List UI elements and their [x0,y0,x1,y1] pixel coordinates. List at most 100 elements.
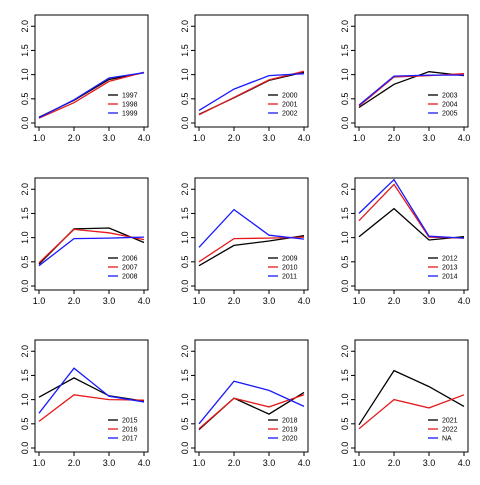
series-line [38,367,145,414]
y-tick-label: 0.5 [180,256,190,269]
y-tick-label: 0.0 [340,442,350,455]
series-line [38,71,145,119]
x-tick-label: 4.0 [298,458,311,468]
legend-label: 2018 [282,418,298,425]
y-tick-label: 2.0 [20,183,30,196]
legend-label: 2000 [282,93,298,100]
y-tick-label: 0.0 [180,280,190,293]
legend-label: 2002 [282,111,298,118]
y-tick-label: 2.0 [340,345,350,358]
series-line [358,183,465,239]
legend-label: 2009 [282,256,298,263]
series-line [198,73,305,111]
x-tick-label: 1.0 [33,458,46,468]
series-line [198,208,305,248]
x-tick-label: 4.0 [458,296,471,306]
legend-label: 2003 [442,93,458,100]
legend-label: 2013 [442,265,458,272]
x-tick-label: 2.0 [388,458,401,468]
y-tick-label: 1.5 [180,369,190,382]
y-tick-label: 0.5 [20,256,30,269]
y-tick-label: 1.0 [340,393,350,406]
y-tick-label: 2.0 [20,345,30,358]
panel-frame [34,339,149,453]
y-tick-label: 0.5 [180,93,190,106]
series-line [358,74,464,106]
series-line [358,178,465,239]
x-tick-label: 4.0 [458,458,471,468]
y-tick-label: 0.0 [20,280,30,293]
y-tick-label: 0.0 [180,442,190,455]
y-tick-label: 2.0 [340,183,350,196]
x-tick-label: 2.0 [388,296,401,306]
x-tick-label: 3.0 [263,458,276,468]
x-tick-label: 1.0 [193,133,206,143]
legend-label: 2014 [442,274,458,281]
panel-frame [354,177,469,291]
panel-frame [354,339,469,453]
panel-frame [194,14,309,128]
legend-label: 2017 [122,436,138,443]
legend-label: 2001 [282,102,298,109]
series-line [198,394,305,430]
legend-label: 2004 [442,102,458,109]
y-tick-label: 0.0 [180,117,190,130]
legend-label: 2019 [282,427,298,434]
y-tick-label: 1.0 [340,231,350,244]
y-tick-label: 1.0 [20,231,30,244]
legend-label: 2011 [282,274,297,281]
y-tick-label: 0.5 [340,93,350,106]
x-tick-label: 2.0 [228,296,241,306]
x-tick-label: 2.0 [68,133,81,143]
x-tick-label: 2.0 [68,296,81,306]
series-line [198,70,305,116]
x-tick-label: 3.0 [103,133,116,143]
y-tick-label: 0.0 [340,117,350,130]
panel-frame [354,14,469,128]
legend-label: 2016 [122,427,138,434]
series-line [38,228,145,264]
y-tick-label: 2.0 [180,183,190,196]
x-tick-label: 1.0 [353,133,366,143]
x-tick-label: 4.0 [298,296,311,306]
x-tick-label: 4.0 [298,133,311,143]
y-tick-label: 0.5 [340,418,350,431]
legend-label: 2020 [282,436,298,443]
series-line [358,71,465,109]
x-tick-label: 3.0 [103,458,116,468]
legend-label: 1998 [122,102,138,109]
x-tick-label: 2.0 [228,133,241,143]
x-tick-label: 4.0 [138,458,151,468]
y-tick-label: 0.5 [20,93,30,106]
x-tick-label: 4.0 [458,133,471,143]
x-tick-label: 1.0 [353,296,366,306]
x-tick-label: 1.0 [33,133,46,143]
panel-frame [34,177,149,291]
series-line [198,380,305,425]
y-tick-label: 0.5 [340,256,350,269]
y-tick-label: 1.0 [20,68,30,81]
series-line [38,72,145,119]
legend-label: 2005 [442,111,458,118]
x-tick-label: 2.0 [388,133,401,143]
y-tick-label: 1.5 [180,44,190,57]
series-line [358,207,465,241]
series-line [358,394,465,430]
x-tick-label: 3.0 [423,458,436,468]
legend-label: 2010 [282,265,298,272]
y-tick-label: 2.0 [180,345,190,358]
legend-label: 2015 [122,418,138,425]
x-tick-label: 2.0 [68,458,81,468]
y-tick-label: 0.5 [20,418,30,431]
y-tick-label: 1.5 [20,207,30,220]
y-tick-label: 2.0 [180,20,190,33]
series-line [38,236,145,267]
y-tick-label: 0.0 [340,280,350,293]
x-tick-label: 3.0 [263,296,276,306]
y-tick-label: 1.0 [180,393,190,406]
x-tick-label: 1.0 [193,458,206,468]
y-tick-label: 1.0 [180,68,190,81]
legend-label: 2012 [442,256,458,263]
